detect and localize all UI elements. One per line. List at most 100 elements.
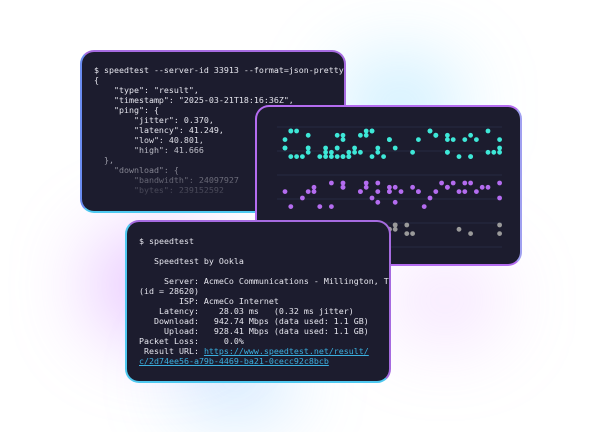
dot (474, 189, 479, 194)
speedtest-terminal-card: $ speedtest Speedtest by Ookla Server: A… (125, 220, 391, 383)
dot (456, 189, 462, 194)
dot (474, 137, 479, 142)
result-label: Result URL: (139, 346, 204, 356)
json-line: "jitter": 0.370, (94, 115, 214, 125)
dot (363, 132, 369, 138)
dot (497, 145, 502, 151)
line-upload: Upload: 928.41 Mbps (data used: 1.1 GB) (139, 326, 369, 336)
dot (340, 180, 346, 186)
dot (375, 149, 381, 155)
dot (352, 149, 357, 155)
dot (305, 132, 311, 138)
dot (497, 231, 502, 236)
result-url-link[interactable]: https://www.speedtest.net/result/ (203, 346, 369, 356)
dot (352, 145, 357, 151)
dot (433, 189, 439, 194)
dot (305, 149, 311, 155)
dot (485, 128, 491, 134)
dot (497, 180, 502, 186)
dot (363, 128, 369, 134)
dot-plot (277, 126, 502, 248)
dot (468, 154, 473, 159)
dot (427, 128, 433, 134)
json-line: "bandwidth": 24097927 (94, 175, 239, 185)
dot (450, 180, 456, 186)
dot (450, 137, 456, 142)
result-url-link-cont[interactable]: c/2d74ee56-a79b-4469-ba21-0cecc92c8bcb (139, 356, 329, 366)
dot (282, 189, 288, 194)
dot (421, 204, 427, 209)
json-line: "download": { (94, 165, 179, 175)
dot (317, 204, 323, 209)
dot (398, 189, 404, 194)
dot (329, 149, 334, 155)
json-line: "low": 40.801, (94, 135, 204, 145)
dot (404, 231, 410, 236)
dot (329, 180, 334, 186)
dot (294, 154, 299, 159)
dot (329, 154, 334, 159)
dot (497, 137, 502, 142)
json-line: { (94, 75, 99, 85)
dot (358, 132, 363, 138)
json-line: "high": 41.666 (94, 145, 204, 155)
dot (497, 149, 502, 155)
line-download: Download: 942.74 Mbps (data used: 1.1 GB… (139, 316, 369, 326)
dot (334, 145, 340, 151)
dot (439, 180, 444, 186)
dot (311, 189, 317, 194)
dot (282, 145, 288, 151)
dot (334, 154, 340, 159)
dot (387, 189, 392, 194)
dot (410, 184, 415, 190)
heading: Speedtest by Ookla (139, 256, 244, 266)
dot (392, 184, 398, 190)
dot (445, 132, 450, 138)
dot (456, 154, 462, 159)
dot (375, 180, 381, 186)
dot (445, 149, 450, 155)
json-line: "latency": 41.249, (94, 125, 224, 135)
speedtest-output: $ speedtest Speedtest by Ookla Server: A… (139, 236, 391, 366)
dot (346, 149, 352, 155)
json-line: "timestamp": "2025-03-21T18:16:36Z", (94, 95, 294, 105)
json-line: "bytes": 239152592 (94, 185, 224, 195)
dot (305, 189, 311, 194)
dot (479, 184, 485, 190)
dot (346, 154, 352, 159)
line-id: (id = 28620) (139, 286, 199, 296)
dot (392, 145, 398, 151)
dot (282, 137, 288, 142)
dot (323, 149, 328, 155)
dot (300, 195, 305, 201)
dot (288, 154, 294, 159)
json-line: $ speedtest --server-id 33913 --format=j… (94, 65, 344, 75)
dot (462, 137, 468, 142)
dot (416, 137, 421, 142)
dot (340, 184, 346, 190)
line-server: Server: AcmeCo Communications - Millingt… (139, 276, 391, 286)
dot (456, 226, 462, 232)
dot (375, 145, 381, 151)
dot (375, 199, 381, 205)
dot (311, 184, 317, 190)
dot (433, 132, 439, 138)
dot (392, 222, 398, 228)
dot (445, 184, 450, 190)
dot (317, 154, 323, 159)
dot (468, 231, 473, 236)
dot (392, 199, 398, 205)
dot (305, 145, 311, 151)
dot (369, 154, 375, 159)
dot (358, 149, 363, 155)
pink-glow (390, 260, 500, 340)
json-line: }, (94, 155, 114, 165)
dot (323, 154, 328, 159)
dot (410, 231, 415, 236)
dot (300, 154, 305, 159)
dot (288, 128, 294, 134)
dot (329, 204, 334, 209)
dot (381, 154, 386, 159)
dot (375, 189, 381, 194)
dot (387, 184, 392, 190)
